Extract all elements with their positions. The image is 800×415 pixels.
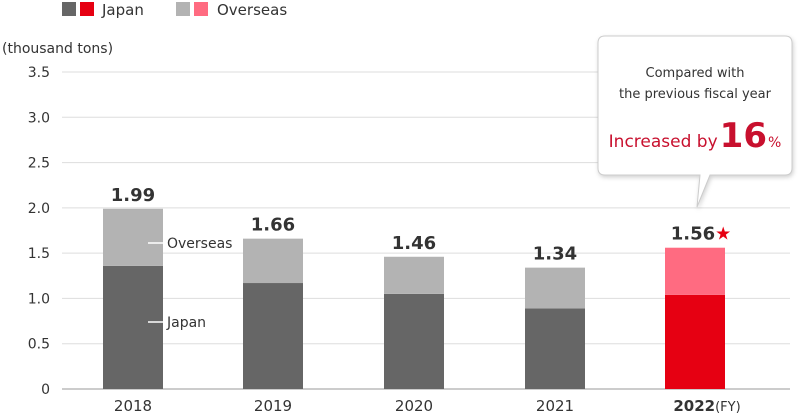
legend-swatch-overseas-highlight xyxy=(194,2,208,16)
x-tick-label-2018: 2018 xyxy=(114,397,152,415)
y-tick-label: 2.0 xyxy=(28,201,50,217)
highlight-star-icon: ★ xyxy=(715,224,731,245)
segment-annotations: Overseas Japan xyxy=(148,236,232,331)
total-labels: 1.99 1.66 1.46 1.34 1.56★ xyxy=(111,185,731,265)
bar-overseas-2019 xyxy=(243,238,303,284)
total-label-2022: 1.56★ xyxy=(671,224,732,245)
total-label-2021: 1.34 xyxy=(533,244,577,265)
callout-shape xyxy=(597,35,793,208)
legend-swatch-japan-highlight xyxy=(80,2,94,16)
bars xyxy=(103,208,725,389)
callout-line2: the previous fiscal year xyxy=(619,87,772,102)
y-tick-label: 3.5 xyxy=(28,65,50,81)
annotation-japan: Japan xyxy=(166,315,206,331)
bar-overseas-2022 xyxy=(665,247,725,295)
callout-value: 16 xyxy=(720,116,767,156)
y-tick-label: 2.5 xyxy=(28,156,50,172)
y-tick-label: 0.5 xyxy=(28,337,50,353)
y-tick-label: 0 xyxy=(41,382,50,398)
x-tick-label-2020: 2020 xyxy=(395,397,433,415)
x-tick-label-2019: 2019 xyxy=(254,397,292,415)
y-tick-label: 1.0 xyxy=(28,291,50,307)
callout-line1: Compared with xyxy=(646,66,745,81)
total-label-2020: 1.46 xyxy=(392,233,436,254)
bar-overseas-2021 xyxy=(525,267,585,309)
bar-overseas-2020 xyxy=(384,256,444,294)
annotation-overseas: Overseas xyxy=(167,236,232,252)
callout-bubble: Compared with the previous fiscal year I… xyxy=(597,35,793,208)
total-label-2019: 1.66 xyxy=(251,215,295,236)
y-tick-label: 3.0 xyxy=(28,110,50,126)
y-tick-labels: 0 0.5 1.0 1.5 2.0 2.5 3.0 3.5 xyxy=(28,65,50,398)
callout-suffix: % xyxy=(768,135,781,151)
legend-swatch-japan xyxy=(62,2,76,16)
bar-japan-2021 xyxy=(525,308,585,389)
bar-japan-2018 xyxy=(103,265,163,389)
callout-prefix: Increased by xyxy=(609,132,718,152)
bar-overseas-2018 xyxy=(103,208,163,266)
callout-increase: Increased by16% xyxy=(609,116,782,156)
bar-japan-2022 xyxy=(665,294,725,389)
x-tick-label-2022: 2022(FY) xyxy=(673,397,740,415)
legend-label-japan: Japan xyxy=(101,1,144,19)
legend: Japan Overseas xyxy=(62,1,287,19)
legend-label-overseas: Overseas xyxy=(217,1,287,19)
x-tick-labels: 2018 2019 2020 2021 2022(FY) xyxy=(114,397,741,415)
y-tick-label: 1.5 xyxy=(28,246,50,262)
bar-japan-2019 xyxy=(243,283,303,389)
total-label-2018: 1.99 xyxy=(111,185,155,206)
x-tick-label-2021: 2021 xyxy=(536,397,574,415)
y-axis-unit-label: (thousand tons) xyxy=(2,41,113,57)
bar-japan-2020 xyxy=(384,293,444,389)
legend-swatch-overseas xyxy=(176,2,190,16)
